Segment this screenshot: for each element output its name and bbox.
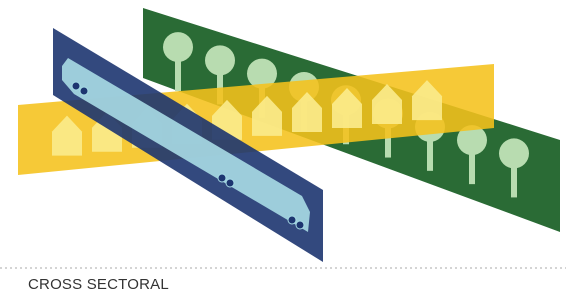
wheel <box>80 87 88 95</box>
wheel <box>226 179 234 187</box>
caption: CROSS SECTORAL <box>28 276 169 293</box>
tree-canopy <box>163 32 193 62</box>
wheel <box>218 174 226 182</box>
tree-canopy <box>205 45 235 75</box>
page: CROSS SECTORAL (() => { const data = JSO… <box>0 0 566 296</box>
wheel <box>72 82 80 90</box>
wheel <box>296 221 304 229</box>
illustration <box>0 0 566 270</box>
wheel <box>288 216 296 224</box>
tree-canopy <box>499 138 529 168</box>
